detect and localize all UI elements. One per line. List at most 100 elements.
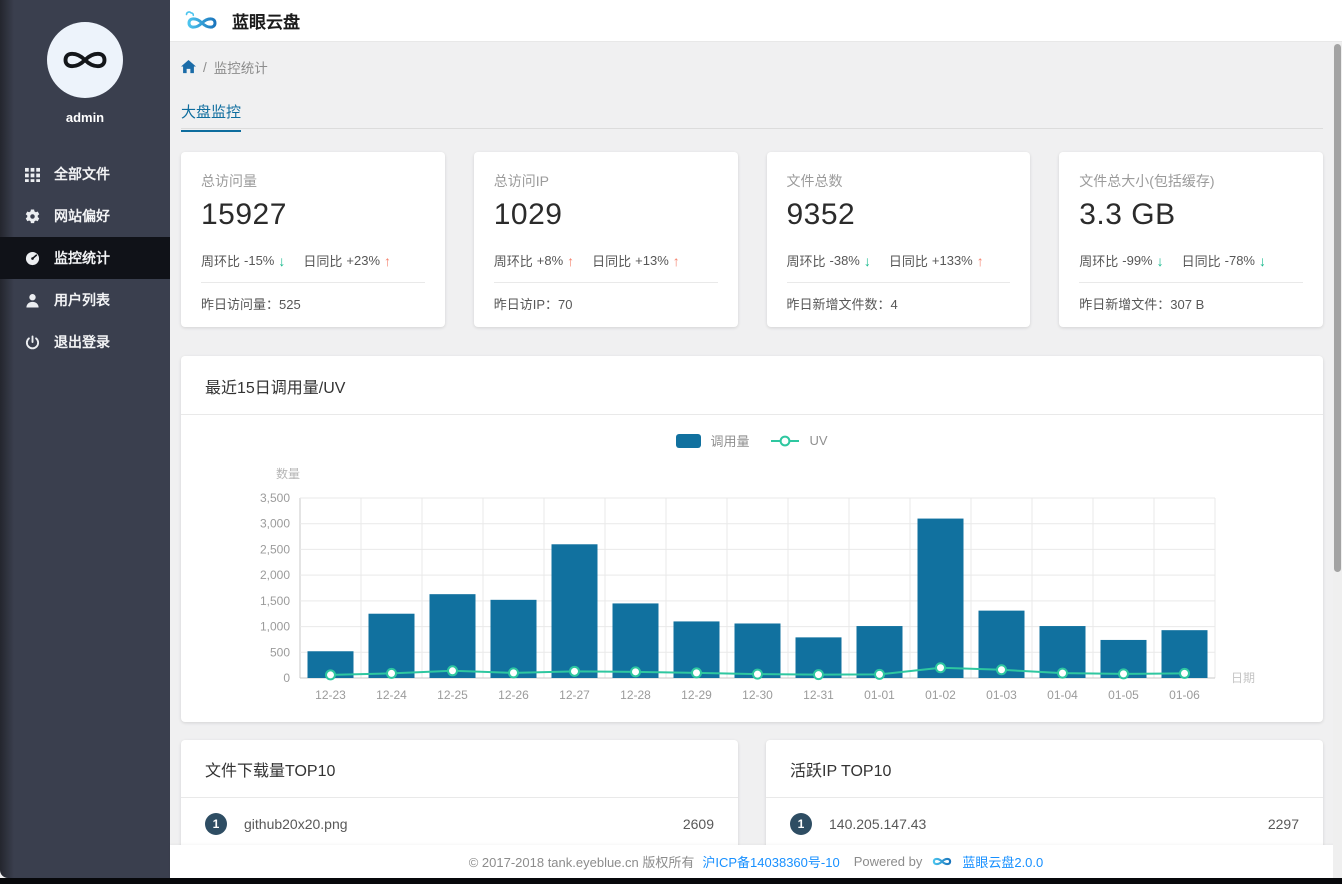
breadcrumb-separator: /: [203, 59, 207, 75]
svg-text:01-02: 01-02: [925, 688, 956, 702]
svg-text:01-05: 01-05: [1108, 688, 1139, 702]
logo-infinity-icon: [63, 51, 107, 69]
stat-value: 9352: [786, 198, 856, 231]
svg-text:12-28: 12-28: [620, 688, 651, 702]
trend-down-icon: ↓: [1156, 252, 1164, 269]
stat-footer: 昨日新增文件：307 B: [1079, 297, 1205, 312]
scrollbar-thumb[interactable]: [1334, 44, 1341, 572]
app-header: 蓝眼云盘: [170, 0, 1342, 42]
divider: [1079, 282, 1303, 283]
stat-card-total-visits: 总访问量 15927 周环比 -15% ↓ 日同比 +23% ↑ 昨日访问量：525: [181, 152, 445, 327]
sidebar-item-label: 全部文件: [54, 166, 110, 182]
stat-trends: 周环比 -15% ↓ 日同比 +23% ↑: [201, 252, 392, 270]
stat-label: 总访问IP: [493, 173, 549, 189]
bar-line-chart: 0 500 1,000 1,500 2,000 2,500 3,000 3,500 12-23 1…: [260, 466, 1255, 702]
svg-text:3,000: 3,000: [260, 517, 290, 531]
app-logo-icon: [185, 10, 217, 29]
svg-text:2,000: 2,000: [260, 568, 290, 582]
download-count: 2609: [682, 816, 714, 832]
footer: © 2017-2018 tank.eyeblue.cn 版权所有 沪ICP备14…: [170, 845, 1342, 878]
avatar[interactable]: [47, 22, 123, 98]
list-item[interactable]: 1 140.205.147.43 2297: [766, 798, 1323, 850]
list-title: 活跃IP TOP10: [766, 740, 1323, 798]
sidebar-item-all-files[interactable]: 全部文件: [0, 153, 170, 195]
sidebar-item-monitoring-stats[interactable]: 监控统计: [0, 237, 170, 279]
scrollbar-track[interactable]: [1333, 43, 1342, 878]
file-name: github20x20.png: [244, 816, 348, 832]
stat-label: 文件总大小(包括缓存): [1079, 173, 1215, 189]
svg-text:12-23: 12-23: [315, 688, 346, 702]
sidebar-item-user-list[interactable]: 用户列表: [0, 279, 170, 321]
grid-icon: [25, 167, 40, 182]
svg-text:1,000: 1,000: [260, 620, 290, 634]
trend-up-icon: ↑: [567, 252, 575, 269]
sidebar-item-logout[interactable]: 退出登录: [0, 321, 170, 363]
trend-up-icon: ↑: [672, 252, 680, 269]
app-title: 蓝眼云盘: [232, 13, 300, 32]
sidebar-item-label: 退出登录: [54, 334, 110, 350]
svg-text:01-03: 01-03: [986, 688, 1017, 702]
tab-dashboard-monitor[interactable]: 大盘监控: [181, 101, 242, 132]
list-item[interactable]: 1 github20x20.png 2609: [181, 798, 738, 850]
sidebar-item-label: 用户列表: [54, 292, 110, 308]
rank-badge: 1: [790, 813, 812, 835]
trend-down-icon: ↓: [1259, 252, 1266, 269]
icp-link[interactable]: 沪ICP备14038360号-10: [702, 855, 840, 870]
chart-title: 最近15日调用量/UV: [181, 356, 1323, 415]
chart-legend[interactable]: 调用量 UV: [181, 431, 1323, 450]
svg-text:12-25: 12-25: [437, 688, 468, 702]
divider: [493, 282, 718, 283]
stat-footer: 昨日新增文件数：4: [786, 297, 898, 312]
svg-text:01-06: 01-06: [1169, 688, 1200, 702]
svg-text:500: 500: [270, 645, 290, 659]
dashboard-icon: [25, 251, 40, 266]
window-bottom-edge: [0, 878, 1342, 884]
legend-label-calls: 调用量: [710, 434, 750, 449]
sidebar-item-label: 网站偏好: [54, 208, 110, 224]
divider: [786, 282, 1011, 283]
trend-down-icon: ↓: [863, 252, 871, 269]
sidebar-item-label: 监控统计: [54, 250, 110, 266]
trend-up-icon: ↑: [976, 252, 984, 269]
svg-text:2,500: 2,500: [260, 542, 290, 556]
stat-cards-row: 总访问量 15927 周环比 -15% ↓ 日同比 +23% ↑ 昨日访问量：525 总…: [181, 152, 1323, 327]
stat-value: 1029: [493, 198, 563, 231]
stat-footer: 昨日访IP：70: [493, 297, 573, 312]
list-title: 文件下载量TOP10: [181, 740, 738, 798]
powered-by-text: Powered by: [853, 854, 923, 869]
product-version-link[interactable]: 蓝眼云盘2.0.0: [962, 855, 1044, 870]
trend-down-icon: ↓: [278, 252, 286, 269]
svg-text:12-29: 12-29: [681, 688, 712, 702]
stat-value: 15927: [201, 198, 287, 231]
rank-badge: 1: [205, 813, 227, 835]
stat-footer: 昨日访问量：525: [201, 297, 301, 312]
breadcrumb-current: 监控统计: [213, 61, 268, 76]
stat-card-total-ips: 总访问IP 1029 周环比 +8% ↑ 日同比 +13% ↑ 昨日访IP：70: [473, 152, 738, 327]
home-icon[interactable]: [181, 60, 196, 74]
legend-swatch-calls-icon: [676, 433, 702, 448]
svg-text:3,500: 3,500: [260, 491, 290, 505]
svg-text:12-27: 12-27: [559, 688, 590, 702]
gear-icon: [25, 208, 40, 224]
copyright-text: © 2017-2018 tank.eyeblue.cn 版权所有: [468, 855, 695, 870]
sidebar-item-site-preferences[interactable]: 网站偏好: [0, 195, 170, 237]
trend-up-icon: ↑: [384, 252, 392, 269]
chart-body: 调用量 UV 0 500 1,000 1,500 2,000 2,500 3,000 3,50…: [181, 415, 1323, 727]
svg-text:数量: 数量: [276, 466, 300, 481]
footer-logo-icon: [933, 857, 952, 866]
stat-trends: 周环比 -38% ↓ 日同比 +133% ↑: [786, 252, 984, 270]
visit-count: 2297: [1267, 816, 1299, 832]
svg-text:01-04: 01-04: [1047, 688, 1078, 702]
stat-trends: 周环比 +8% ↑ 日同比 +13% ↑: [493, 252, 680, 270]
breadcrumb: / 监控统计: [181, 57, 1342, 77]
stat-card-total-size: 文件总大小(包括缓存) 3.3 GB 周环比 -99% ↓ 日同比 -78% ↓ 昨日新…: [1059, 152, 1323, 327]
stat-card-total-files: 文件总数 9352 周环比 -38% ↓ 日同比 +133% ↑ 昨日新增文件数：4: [766, 152, 1031, 327]
svg-text:12-24: 12-24: [376, 688, 407, 702]
sidebar: admin 全部文件 网站偏好: [0, 0, 170, 878]
power-icon: [25, 334, 40, 350]
username: admin: [65, 110, 105, 125]
stat-label: 总访问量: [201, 173, 257, 189]
stat-value: 3.3 GB: [1079, 198, 1176, 231]
svg-text:日期: 日期: [1231, 671, 1255, 685]
user-icon: [25, 293, 40, 308]
